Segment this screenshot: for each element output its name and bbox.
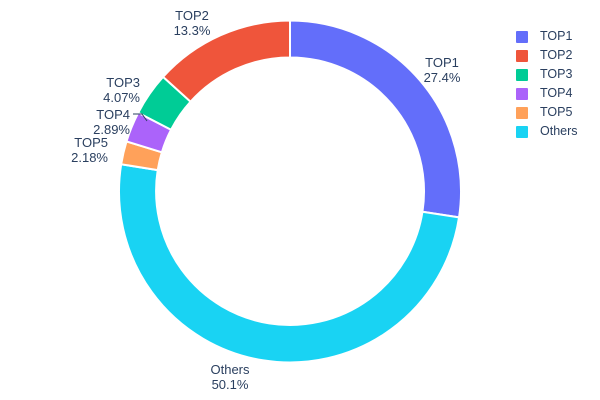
legend-item-label: Others [540, 124, 578, 138]
slice-label-top3: TOP3 4.07% [103, 75, 140, 105]
donut-slice-top1[interactable] [289, 19, 462, 219]
legend-swatch-icon [516, 49, 528, 62]
legend-swatch-icon [516, 87, 528, 100]
donut-slice-others[interactable] [118, 163, 461, 364]
legend: TOP1 TOP2 TOP3 TOP4 TOP5 Others [516, 27, 578, 141]
legend-item-top3[interactable]: TOP3 [516, 65, 578, 84]
slice-label-top2: TOP2 13.3% [174, 8, 211, 38]
legend-swatch-icon [516, 30, 528, 43]
legend-item-label: TOP1 [540, 29, 573, 43]
legend-item-label: TOP3 [540, 67, 573, 81]
donut-slice-top2[interactable] [161, 19, 291, 104]
legend-item-label: TOP4 [540, 86, 573, 100]
legend-item-top4[interactable]: TOP4 [516, 84, 578, 103]
legend-swatch-icon [516, 106, 528, 119]
legend-item-others[interactable]: Others [516, 122, 578, 141]
slice-label-top1: TOP1 27.4% [424, 55, 461, 85]
legend-item-top5[interactable]: TOP5 [516, 103, 578, 122]
legend-swatch-icon [516, 125, 528, 138]
legend-item-label: TOP5 [540, 105, 573, 119]
slice-label-others: Others 50.1% [210, 362, 250, 392]
leader-line-top4 [133, 113, 148, 122]
legend-item-label: TOP2 [540, 48, 573, 62]
slice-label-top4: TOP4 2.89% [93, 107, 130, 137]
legend-item-top1[interactable]: TOP1 [516, 27, 578, 46]
legend-item-top2[interactable]: TOP2 [516, 46, 578, 65]
legend-swatch-icon [516, 68, 528, 81]
slice-label-top5: TOP5 2.18% [71, 135, 108, 165]
